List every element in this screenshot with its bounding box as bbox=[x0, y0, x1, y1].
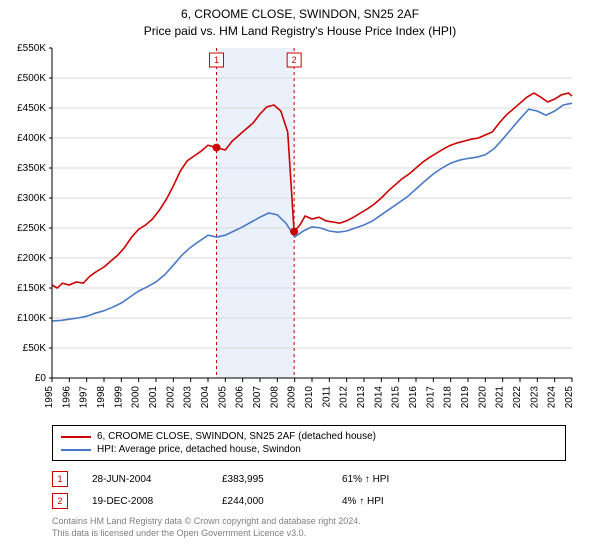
svg-text:1: 1 bbox=[214, 55, 219, 65]
svg-text:£450K: £450K bbox=[17, 103, 46, 114]
svg-text:2014: 2014 bbox=[373, 386, 384, 409]
svg-text:£200K: £200K bbox=[17, 253, 46, 264]
title-line1: 6, CROOME CLOSE, SWINDON, SN25 2AF bbox=[0, 6, 600, 23]
footer-attribution: Contains HM Land Registry data © Crown c… bbox=[52, 516, 552, 539]
svg-text:2013: 2013 bbox=[356, 386, 367, 409]
svg-text:£250K: £250K bbox=[17, 223, 46, 234]
legend: 6, CROOME CLOSE, SWINDON, SN25 2AF (deta… bbox=[52, 425, 566, 461]
sale-marker: 2 bbox=[52, 493, 68, 509]
legend-item: HPI: Average price, detached house, Swin… bbox=[61, 443, 557, 456]
svg-text:2010: 2010 bbox=[304, 386, 315, 409]
svg-text:2008: 2008 bbox=[269, 386, 280, 409]
sale-date: 28-JUN-2004 bbox=[92, 474, 222, 485]
sale-price: £383,995 bbox=[222, 474, 342, 485]
title-line2: Price paid vs. HM Land Registry's House … bbox=[0, 23, 600, 40]
sale-hpi: 4% ↑ HPI bbox=[342, 496, 548, 507]
svg-text:1999: 1999 bbox=[113, 386, 124, 409]
svg-text:£100K: £100K bbox=[17, 313, 46, 324]
sale-row: 2 19-DEC-2008£244,0004% ↑ HPI bbox=[52, 490, 548, 512]
sale-row: 1 28-JUN-2004£383,99561% ↑ HPI bbox=[52, 468, 548, 490]
svg-text:2020: 2020 bbox=[477, 386, 488, 409]
legend-item: 6, CROOME CLOSE, SWINDON, SN25 2AF (deta… bbox=[61, 430, 557, 443]
price-chart: £0 £50K £100K £150K £200K £250K £300K £350K £400… bbox=[0, 40, 600, 420]
legend-swatch bbox=[61, 449, 91, 451]
svg-text:2009: 2009 bbox=[287, 386, 298, 409]
footer-line2: This data is licensed under the Open Gov… bbox=[52, 528, 552, 540]
svg-text:2007: 2007 bbox=[252, 386, 263, 409]
svg-text:£500K: £500K bbox=[17, 73, 46, 84]
svg-text:2024: 2024 bbox=[547, 386, 558, 409]
svg-text:2000: 2000 bbox=[131, 386, 142, 409]
chart-title-block: 6, CROOME CLOSE, SWINDON, SN25 2AF Price… bbox=[0, 0, 600, 40]
svg-text:£350K: £350K bbox=[17, 163, 46, 174]
footer-line1: Contains HM Land Registry data © Crown c… bbox=[52, 516, 552, 528]
svg-text:£300K: £300K bbox=[17, 193, 46, 204]
svg-text:2012: 2012 bbox=[339, 386, 350, 409]
svg-text:2017: 2017 bbox=[425, 386, 436, 409]
svg-text:1996: 1996 bbox=[61, 386, 72, 409]
svg-text:2001: 2001 bbox=[148, 386, 159, 409]
legend-swatch bbox=[61, 436, 91, 438]
svg-text:2003: 2003 bbox=[183, 386, 194, 409]
svg-text:1997: 1997 bbox=[79, 386, 90, 409]
svg-text:2011: 2011 bbox=[321, 386, 332, 408]
sales-table: 1 28-JUN-2004£383,99561% ↑ HPI 2 19-DEC-200… bbox=[52, 468, 548, 512]
svg-text:2025: 2025 bbox=[564, 386, 575, 409]
svg-text:2018: 2018 bbox=[443, 386, 454, 409]
svg-text:2016: 2016 bbox=[408, 386, 419, 409]
svg-text:2005: 2005 bbox=[217, 386, 228, 409]
svg-text:£50K: £50K bbox=[23, 343, 47, 354]
svg-text:2004: 2004 bbox=[200, 386, 211, 409]
svg-text:£150K: £150K bbox=[17, 283, 46, 294]
svg-text:2002: 2002 bbox=[165, 386, 176, 409]
svg-text:£550K: £550K bbox=[17, 43, 46, 54]
sale-price: £244,000 bbox=[222, 496, 342, 507]
sale-hpi: 61% ↑ HPI bbox=[342, 474, 548, 485]
svg-text:2006: 2006 bbox=[235, 386, 246, 409]
svg-text:1995: 1995 bbox=[44, 386, 55, 409]
legend-label: 6, CROOME CLOSE, SWINDON, SN25 2AF (deta… bbox=[97, 431, 376, 442]
svg-text:2023: 2023 bbox=[529, 386, 540, 409]
svg-text:£400K: £400K bbox=[17, 133, 46, 144]
svg-text:2015: 2015 bbox=[391, 386, 402, 409]
svg-text:2022: 2022 bbox=[512, 386, 523, 409]
svg-text:£0: £0 bbox=[35, 373, 47, 384]
svg-text:2019: 2019 bbox=[460, 386, 471, 409]
svg-text:1998: 1998 bbox=[96, 386, 107, 409]
legend-label: HPI: Average price, detached house, Swin… bbox=[97, 444, 301, 455]
sale-marker: 1 bbox=[52, 471, 68, 487]
sale-date: 19-DEC-2008 bbox=[92, 496, 222, 507]
svg-text:2: 2 bbox=[292, 55, 297, 65]
svg-text:2021: 2021 bbox=[495, 386, 506, 409]
